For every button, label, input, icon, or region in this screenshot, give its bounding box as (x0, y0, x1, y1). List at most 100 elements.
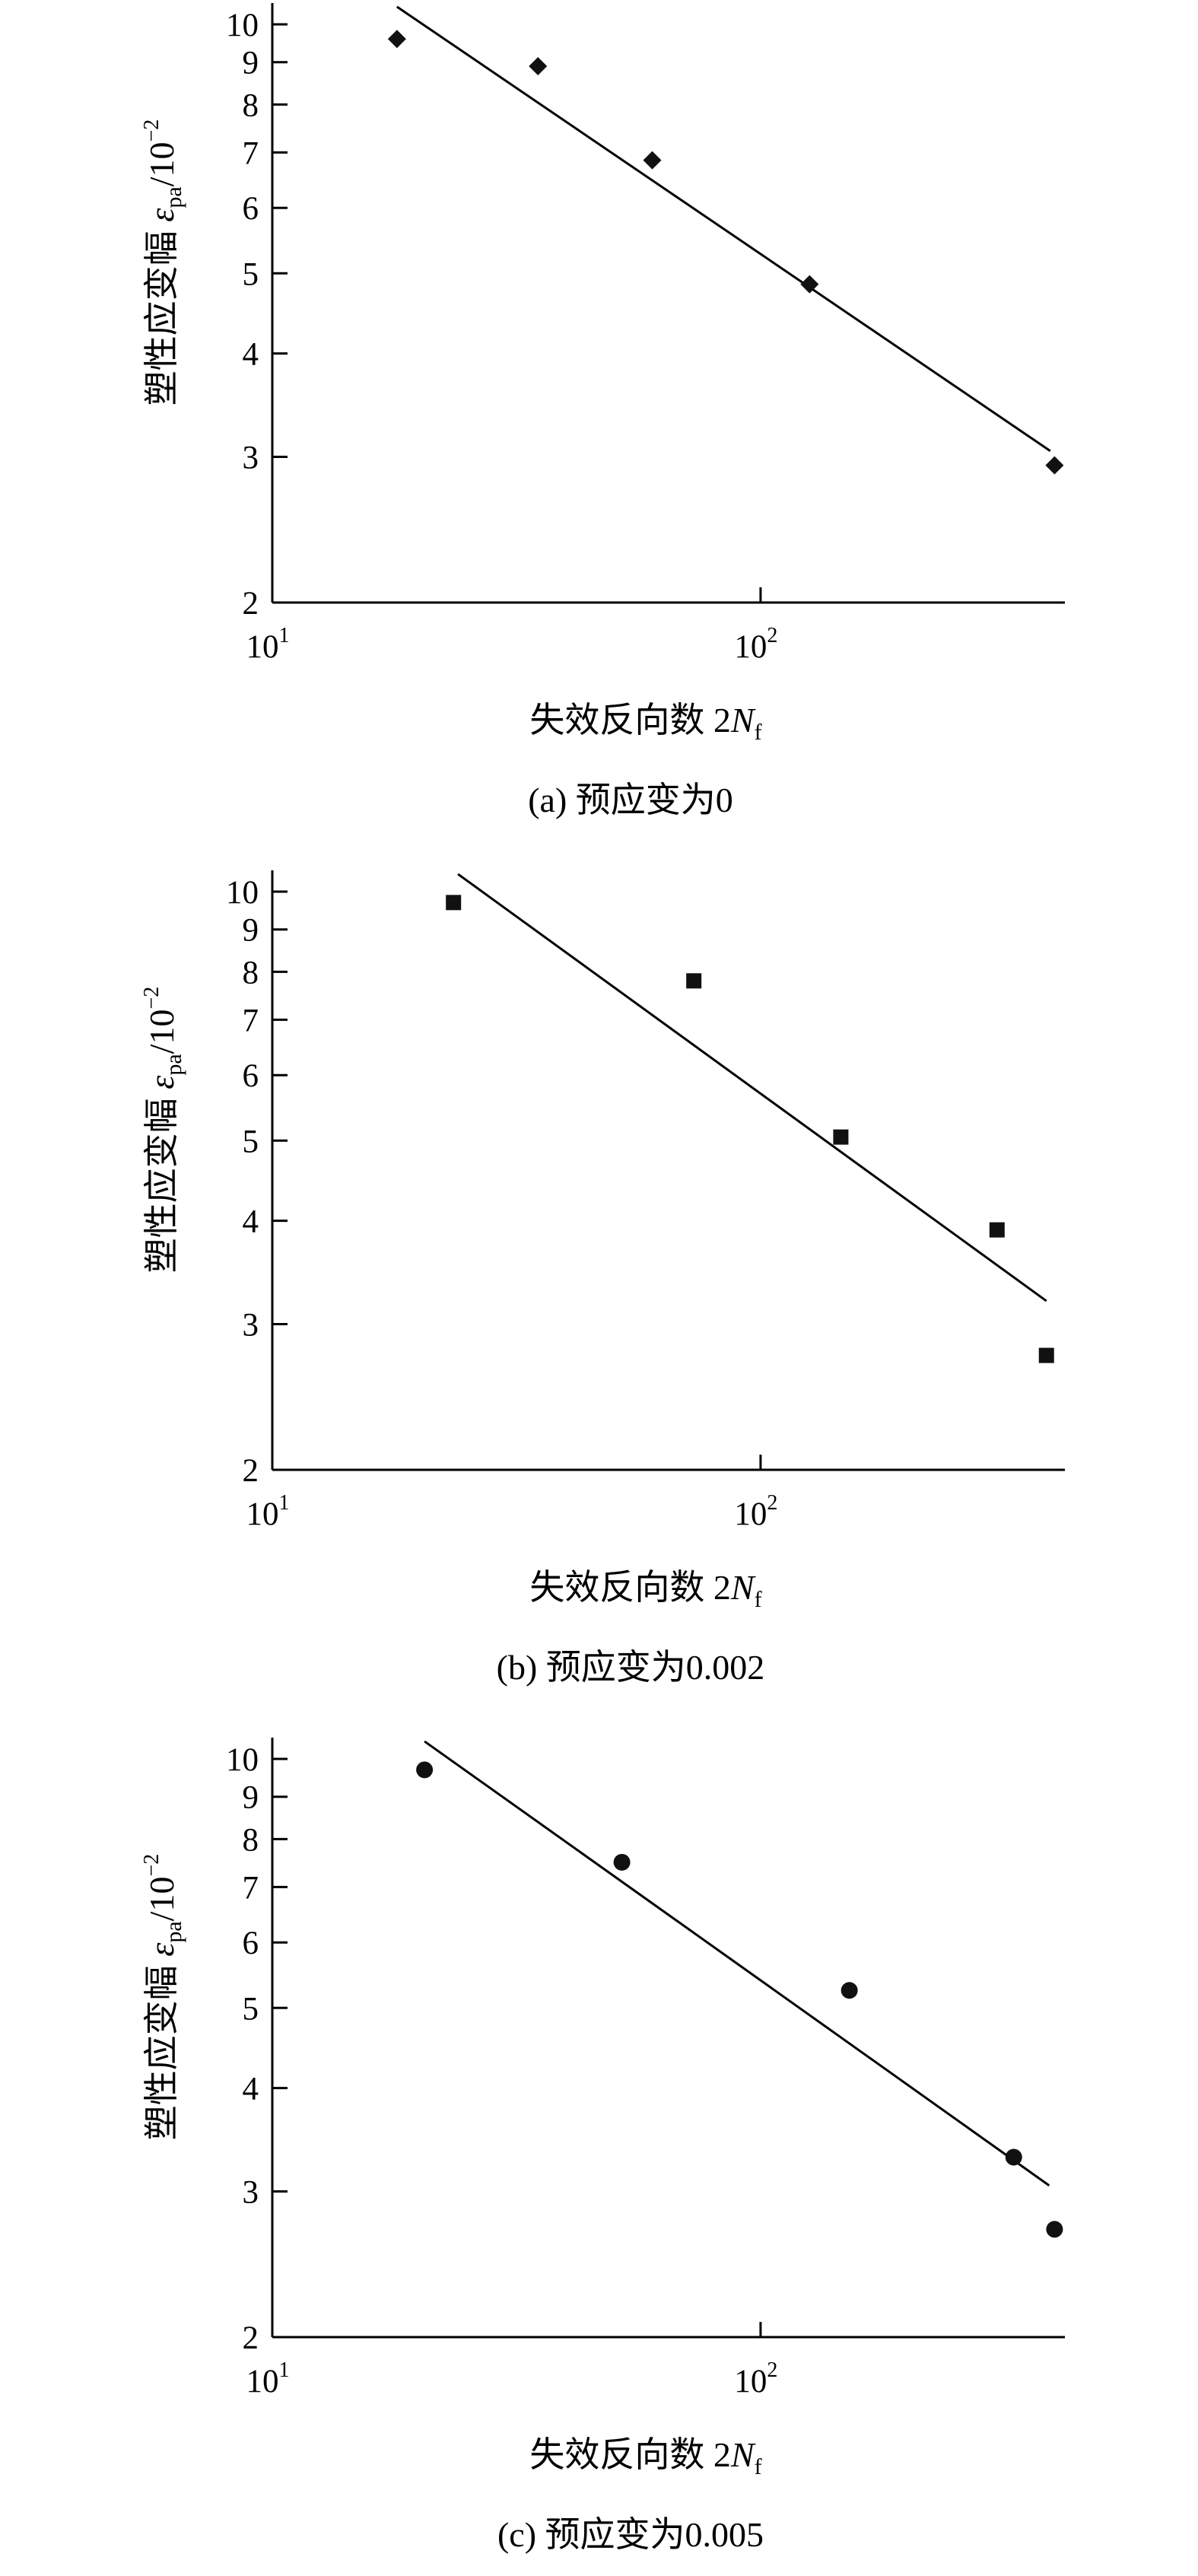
panel-caption: (b) 预应变为0.002 (497, 1648, 765, 1687)
y-tick-label: 9 (243, 46, 259, 81)
data-point-diamond (529, 56, 548, 75)
data-point-diamond (1045, 456, 1064, 475)
y-axis-label-exponent: −2 (140, 1854, 164, 1877)
data-point-square (833, 1129, 849, 1145)
panel-caption: (c) 预应变为0.005 (497, 2515, 764, 2554)
y-tick-label: 3 (243, 440, 259, 476)
y-tick-label: 5 (243, 1991, 259, 2027)
y-axis-label-subscript: pa (161, 186, 186, 208)
data-point-square (1038, 1347, 1054, 1363)
data-point-square (989, 1222, 1005, 1238)
x-tick-exponent: 1 (279, 1491, 290, 1515)
x-axis-label-subscript: f (755, 1587, 762, 1612)
x-tick-label: 101 (246, 624, 290, 665)
y-axis-label-subscript: pa (161, 1054, 186, 1075)
data-point-diamond (643, 151, 662, 170)
y-axis-label-text: 塑性应变幅 (142, 222, 181, 406)
x-tick-label: 102 (734, 2358, 777, 2399)
y-tick-label: 8 (243, 955, 259, 991)
data-point-square (686, 973, 702, 989)
fit-line (424, 1740, 1050, 2186)
y-axis-label-unit: /10 (142, 1010, 181, 1054)
fit-line (396, 5, 1051, 452)
x-axis-label: 失效反向数 2Nf (529, 2435, 761, 2479)
y-tick-label: 9 (243, 1780, 259, 1816)
y-tick-label: 6 (243, 1926, 259, 1961)
y-tick-label: 2 (243, 1453, 259, 1489)
y-axis-label: 塑性应变幅 εpa/10−2 (140, 1854, 186, 2141)
x-axis-label-variable: N (730, 701, 756, 739)
y-tick-label: 3 (243, 1308, 259, 1344)
x-tick-base: 10 (734, 1496, 767, 1532)
y-tick-label: 10 (226, 8, 259, 43)
y-tick-label: 10 (226, 1742, 259, 1778)
x-tick-label: 102 (734, 624, 777, 665)
y-axis-label-text: 塑性应变幅 (142, 1957, 181, 2141)
x-tick-exponent: 1 (279, 2358, 290, 2382)
y-tick-label: 6 (243, 1058, 259, 1094)
y-axis-label-text: 塑性应变幅 (142, 1089, 181, 1274)
y-tick-label: 8 (243, 87, 259, 123)
y-axis-label-unit: /10 (142, 1877, 181, 1922)
data-point-circle (416, 1761, 434, 1779)
y-tick-label: 6 (243, 191, 259, 227)
y-tick-label: 9 (243, 913, 259, 949)
x-tick-label: 102 (734, 1491, 777, 1532)
x-axis-label-variable: N (730, 2435, 756, 2474)
x-tick-base: 10 (734, 629, 767, 665)
x-tick-base: 10 (246, 2364, 279, 2399)
x-tick-base: 10 (246, 629, 279, 665)
y-tick-label: 7 (243, 1003, 259, 1038)
y-tick-label: 7 (243, 135, 259, 171)
data-point-circle (1046, 2221, 1063, 2238)
x-axis-label: 失效反向数 2Nf (529, 1568, 761, 1612)
y-axis-label-variable: ε (142, 1075, 181, 1089)
y-tick-label: 4 (243, 2072, 259, 2107)
x-axis-label-subscript: f (755, 2454, 762, 2479)
x-tick-exponent: 2 (767, 624, 777, 647)
y-tick-label: 7 (243, 1870, 259, 1906)
x-tick-base: 10 (734, 2364, 767, 2399)
y-axis-label-exponent: −2 (140, 119, 164, 142)
y-tick-label: 2 (243, 586, 259, 622)
x-axis-label-variable: N (730, 1568, 756, 1607)
x-tick-label: 101 (246, 2358, 290, 2399)
data-point-diamond (800, 275, 819, 294)
data-point-square (446, 895, 462, 911)
y-tick-label: 4 (243, 337, 259, 373)
data-point-circle (841, 1982, 858, 1999)
y-axis-label-unit: /10 (142, 142, 181, 187)
x-axis-label-text: 失效反向数 2 (529, 2435, 731, 2474)
x-tick-base: 10 (246, 1496, 279, 1532)
data-point-circle (613, 1853, 631, 1871)
fit-line (457, 873, 1047, 1302)
x-axis-label-subscript: f (755, 720, 762, 745)
y-tick-label: 10 (226, 875, 259, 911)
y-tick-label: 5 (243, 1124, 259, 1159)
y-tick-label: 5 (243, 256, 259, 292)
y-axis-label-variable: ε (142, 1942, 181, 1957)
y-axis-label-exponent: −2 (140, 987, 164, 1010)
panel-caption: (a) 预应变为0 (528, 781, 733, 819)
y-axis-label-variable: ε (142, 208, 181, 222)
y-tick-label: 2 (243, 2320, 259, 2356)
y-axis-label: 塑性应变幅 εpa/10−2 (140, 119, 186, 406)
x-tick-exponent: 1 (279, 624, 290, 647)
y-tick-label: 8 (243, 1822, 259, 1858)
data-point-diamond (387, 30, 406, 49)
x-tick-exponent: 2 (767, 1491, 777, 1515)
x-tick-label: 101 (246, 1491, 290, 1532)
x-tick-exponent: 2 (767, 2358, 777, 2382)
y-axis-label: 塑性应变幅 εpa/10−2 (140, 987, 186, 1274)
data-point-circle (1005, 2148, 1022, 2166)
y-tick-label: 3 (243, 2175, 259, 2211)
y-tick-label: 4 (243, 1204, 259, 1240)
x-axis-label-text: 失效反向数 2 (529, 701, 731, 739)
x-axis-label-text: 失效反向数 2 (529, 1568, 731, 1607)
y-axis-label-subscript: pa (161, 1921, 186, 1942)
x-axis-label: 失效反向数 2Nf (529, 701, 761, 745)
